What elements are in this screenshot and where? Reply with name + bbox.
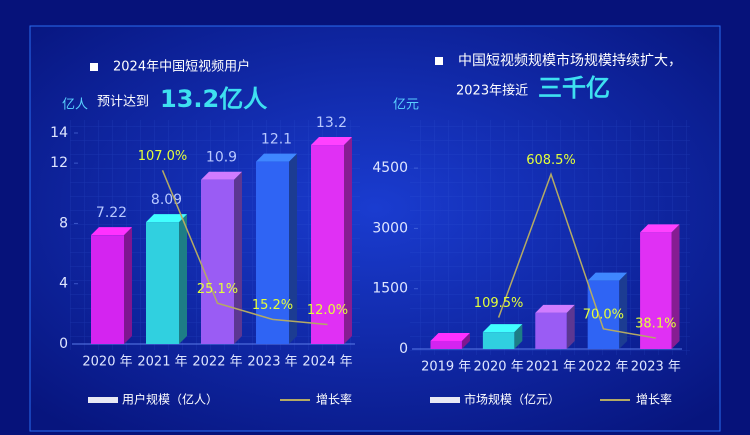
line-value-label: 107.0%	[138, 149, 188, 164]
bar-top	[91, 227, 132, 236]
x-tick-label: 2023 年	[631, 360, 681, 375]
bar-side	[514, 324, 523, 349]
title-bullet	[90, 63, 98, 71]
x-tick-label: 2024 年	[302, 355, 352, 370]
bar	[91, 235, 124, 344]
bar-top	[256, 153, 297, 162]
bar	[482, 332, 515, 349]
bar-side	[566, 304, 575, 349]
bar-value-label: 12.1	[261, 132, 292, 148]
bar-side	[124, 227, 132, 344]
y-tick-label: 0	[399, 341, 408, 357]
bar-value-label: 13.2	[316, 115, 347, 131]
y-axis-label: 亿人	[62, 98, 88, 113]
line-value-label: 15.2%	[252, 298, 293, 313]
bar-side	[344, 137, 352, 344]
bar	[640, 232, 672, 349]
growth-line	[497, 172, 656, 339]
line-value-label: 25.1%	[197, 282, 238, 297]
bar-value-label: 8.09	[151, 192, 182, 208]
y-tick-label: 4	[59, 276, 68, 292]
legend-label: 用户规模（亿人）	[122, 392, 218, 407]
x-tick-label: 2020 年	[473, 360, 523, 375]
bar	[256, 161, 289, 344]
bar-side	[289, 153, 297, 344]
y-tick-label: 3000	[372, 220, 408, 236]
bar	[311, 145, 344, 344]
y-tick-label: 8	[59, 215, 68, 231]
bar-top	[535, 304, 575, 313]
x-tick-label: 2021 年	[137, 355, 187, 370]
legend-label: 增长率	[636, 392, 672, 407]
bar-value-label: 10.9	[206, 150, 237, 166]
x-tick-label: 2023 年	[247, 355, 297, 370]
chart-title: 2024年中国短视频用户	[113, 59, 250, 75]
bar-top	[430, 332, 470, 341]
bar-side	[461, 332, 470, 349]
bar-top	[587, 272, 628, 281]
chart-highlight: 三千亿	[538, 74, 610, 102]
bar-value-label: 7.22	[96, 205, 127, 221]
bar	[535, 312, 567, 349]
bar	[430, 340, 462, 349]
line-value-label: 109.5%	[474, 296, 524, 311]
line-value-label: 70.0%	[583, 307, 624, 322]
bar-top	[311, 137, 352, 146]
legend-swatch	[430, 397, 460, 403]
x-tick-label: 2021 年	[526, 360, 576, 375]
bar-side	[671, 224, 680, 349]
bar-side	[234, 171, 242, 344]
chart-subtitle: 2023年接近	[456, 83, 528, 99]
line-value-label: 608.5%	[526, 153, 576, 168]
y-tick-label: 4500	[372, 160, 408, 176]
title-bullet	[435, 57, 443, 65]
bar	[146, 222, 179, 344]
y-tick-label: 1500	[372, 281, 408, 297]
legend-label: 市场规模（亿元）	[464, 392, 560, 407]
line-value-label: 12.0%	[307, 303, 348, 318]
x-tick-label: 2020 年	[82, 355, 132, 370]
x-tick-label: 2019 年	[421, 360, 471, 375]
x-tick-label: 2022 年	[578, 360, 628, 375]
x-tick-label: 2022 年	[192, 355, 242, 370]
bar	[201, 179, 234, 344]
bar-top	[640, 224, 680, 233]
y-tick-label: 14	[50, 125, 68, 141]
legend-label: 增长率	[316, 392, 352, 407]
legend-swatch	[88, 397, 118, 403]
chart-title: 中国短视频规模市场规模持续扩大，	[458, 52, 682, 69]
growth-line	[161, 170, 328, 326]
y-tick-label: 12	[50, 155, 68, 171]
chart-subtitle: 预计达到	[97, 95, 149, 110]
chart-highlight: 13.2亿人	[160, 85, 267, 113]
bar-top	[146, 214, 187, 223]
bar-top	[482, 324, 523, 333]
bar-side	[619, 272, 628, 349]
y-axis-label: 亿元	[393, 98, 419, 113]
bar-side	[179, 214, 187, 344]
line-value-label: 38.1%	[635, 317, 676, 332]
bar	[587, 280, 620, 349]
y-tick-label: 0	[59, 336, 68, 352]
bar-top	[201, 171, 242, 180]
